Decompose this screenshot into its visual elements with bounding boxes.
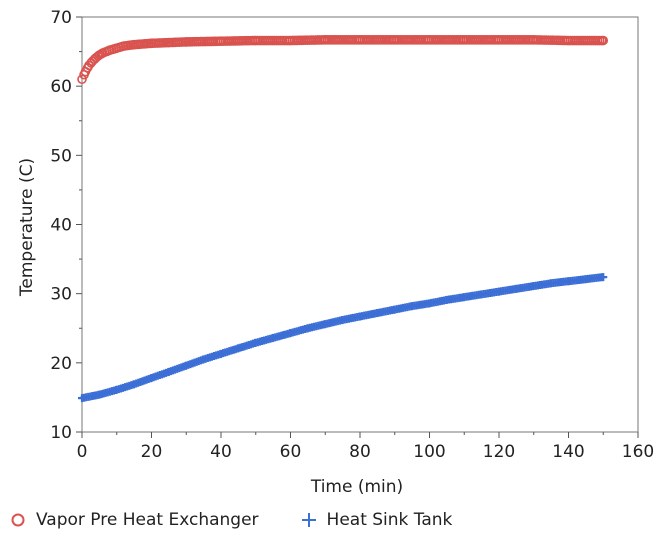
y-tick-label: 30 bbox=[50, 285, 72, 305]
circle-marker-icon bbox=[8, 510, 28, 530]
plus-marker-icon bbox=[299, 510, 319, 530]
x-tick-label: 100 bbox=[413, 442, 445, 462]
x-tick-label: 80 bbox=[349, 442, 371, 462]
x-axis-label: Time (min) bbox=[310, 477, 403, 497]
chart: 0 20 40 60 80 100 120 140 160 10 20 30 40 50 60 70 Time… bbox=[17, 8, 654, 497]
y-tick-label: 50 bbox=[50, 146, 72, 166]
data-point-vapor bbox=[598, 35, 609, 46]
data-point-vapor bbox=[77, 74, 87, 85]
data-point-heat-sink bbox=[599, 273, 608, 282]
x-tick-label: 40 bbox=[210, 442, 232, 462]
y-tick-label: 60 bbox=[50, 77, 72, 97]
x-tick-label: 140 bbox=[552, 442, 584, 462]
legend-label-vapor: Vapor Pre Heat Exchanger bbox=[36, 510, 259, 530]
x-tick-label: 160 bbox=[622, 442, 654, 462]
legend: Vapor Pre Heat Exchanger Heat Sink Tank bbox=[8, 510, 492, 530]
y-tick-label: 10 bbox=[50, 423, 72, 443]
y-tick-label: 70 bbox=[50, 8, 72, 28]
x-tick-label: 20 bbox=[141, 442, 163, 462]
plot-area: 0 20 40 60 80 100 120 140 160 10 20 30 40 50 60 70 bbox=[50, 8, 654, 462]
legend-item-heat-sink: Heat Sink Tank bbox=[299, 510, 453, 530]
x-tick-label: 60 bbox=[280, 442, 302, 462]
x-tick-label: 120 bbox=[483, 442, 515, 462]
x-tick-label: 0 bbox=[77, 442, 88, 462]
y-tick-label: 40 bbox=[50, 216, 72, 236]
y-axis-label: Temperature (C) bbox=[17, 158, 37, 297]
legend-item-vapor: Vapor Pre Heat Exchanger bbox=[8, 510, 259, 530]
y-tick-label: 20 bbox=[50, 354, 72, 374]
legend-label-heat-sink: Heat Sink Tank bbox=[326, 510, 453, 530]
